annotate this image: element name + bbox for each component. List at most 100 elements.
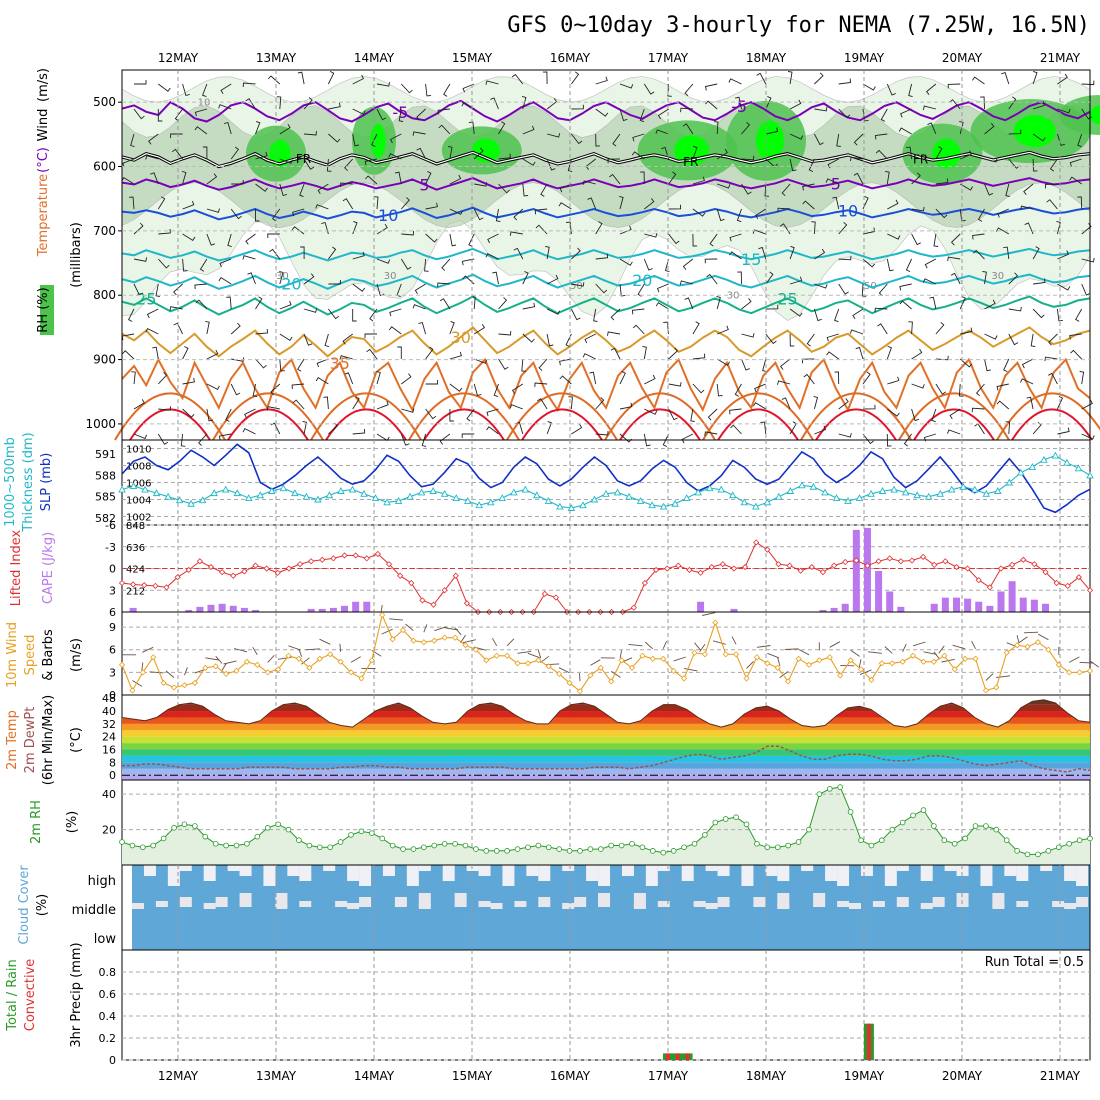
upper-barb-21-13 xyxy=(644,408,658,415)
upper-barb-5-10 xyxy=(255,328,268,335)
upper-barb-1-10 xyxy=(145,327,159,335)
temp-contour-40-arc-1 xyxy=(227,408,309,441)
lifted-point-79 xyxy=(997,565,1005,572)
upper-barb-39-8 xyxy=(1081,283,1091,296)
upper-barb-15-10 xyxy=(498,330,512,336)
upper-barb-27-8 xyxy=(789,276,803,285)
temp-contour-label-25-0: 25 xyxy=(136,289,156,308)
upper-barb-28-4 xyxy=(802,183,815,191)
upper-barb-4-5 xyxy=(230,208,242,220)
wind-point-76 xyxy=(909,652,917,659)
upper-barb-22-11 xyxy=(668,347,679,360)
wind-barb-47 xyxy=(610,671,621,678)
lifted-point-84 xyxy=(1053,579,1060,587)
upper-barb-5-9 xyxy=(255,296,263,310)
thickness-point-5 xyxy=(175,496,184,504)
lifted-point-70 xyxy=(897,558,904,565)
cape-bar-19 xyxy=(329,607,337,612)
upper-barb-5-0 xyxy=(242,82,256,88)
bottom-day-label-1: 13MAY xyxy=(256,1069,297,1083)
upper-barb-2-3 xyxy=(171,148,183,160)
wind-point-63 xyxy=(774,664,781,671)
upper-barb-34-11 xyxy=(959,358,973,368)
rh-point-29 xyxy=(421,844,427,851)
upper-barb-38-10 xyxy=(1048,333,1058,346)
upper-barb-21-3 xyxy=(631,151,645,160)
wind-barb-75 xyxy=(902,643,907,652)
wind-point-52 xyxy=(660,655,667,662)
temp-contour-label--5-1: -5 xyxy=(731,97,747,116)
upper-barb-20-8 xyxy=(619,283,626,297)
wind-ytick-0: 0 xyxy=(109,689,116,702)
upper-barb-29-9 xyxy=(834,308,840,323)
upper-barb-34-12 xyxy=(958,383,964,397)
upper-barb-39-9 xyxy=(1075,308,1083,322)
upper-barb-39-3 xyxy=(1069,158,1082,167)
rh-point-48 xyxy=(618,842,625,849)
lifted-point-64 xyxy=(831,562,838,569)
wind-point-54 xyxy=(680,675,688,682)
thickness-point-46 xyxy=(648,501,656,509)
lifted-point-2 xyxy=(141,582,148,589)
wind-ytick-9: 9 xyxy=(109,621,116,634)
lifted-point-22 xyxy=(363,555,370,562)
temp-contour-35-arc-6 xyxy=(702,392,814,441)
upper-barb-17-7 xyxy=(545,246,550,260)
wind-point-84 xyxy=(993,684,1000,691)
upper-barb-16-14 xyxy=(515,421,524,435)
upper-barb-11-9 xyxy=(389,308,402,317)
upper-barb-29-1 xyxy=(838,108,851,119)
cape-bar-77 xyxy=(975,601,983,612)
upper-barb-5-11 xyxy=(255,358,267,369)
cloud-high-cell-51 xyxy=(741,865,754,886)
upper-barb-27-12 xyxy=(777,380,791,385)
thickness-point-12 xyxy=(256,491,265,499)
upper-barb-3-11 xyxy=(206,349,219,360)
upper-barb-32-14 xyxy=(903,433,912,447)
upper-barb-35-11 xyxy=(984,358,991,372)
wind-point-93 xyxy=(1086,667,1094,674)
upper-barb-33-5 xyxy=(935,208,948,219)
cape-ytick-636: 636 xyxy=(126,543,145,554)
thickness-point-23 xyxy=(383,498,391,506)
upper-barb-36-7 xyxy=(1003,246,1010,260)
upper-barb-18-5 xyxy=(558,202,572,210)
lifted-point-20 xyxy=(341,552,348,559)
wind-barb-87 xyxy=(1018,636,1028,644)
wind-point-23 xyxy=(358,675,365,682)
wind-barb-93 xyxy=(1089,660,1100,668)
upper-barb-4-8 xyxy=(218,276,232,285)
cloud-high-cell-36 xyxy=(562,865,575,871)
upper-barb-6-3 xyxy=(279,158,293,164)
wind-barb-57 xyxy=(702,612,716,616)
rh-point-69 xyxy=(837,784,843,790)
thickness-point-55 xyxy=(752,502,760,510)
upper-barb-26-6 xyxy=(752,229,766,235)
lifted-point-38 xyxy=(541,590,548,597)
lifted-point-67 xyxy=(864,562,871,569)
cloud-high-cell-14 xyxy=(299,865,312,881)
wind-point-42 xyxy=(556,670,563,677)
upper-barb-3-4 xyxy=(206,173,218,185)
wind-barb-5 xyxy=(165,670,175,678)
temp-band-8 xyxy=(122,723,1090,731)
top-day-label-6: 18MAY xyxy=(746,51,787,65)
upper-barb-19-13 xyxy=(595,397,605,410)
rh-point-47 xyxy=(608,842,615,849)
wind-barb-2 xyxy=(141,662,144,671)
upper-barb-16-2 xyxy=(522,125,535,135)
upper-barb-38-7 xyxy=(1057,250,1069,260)
bottom-day-label-4: 16MAY xyxy=(550,1069,591,1083)
upper-barb-19-4 xyxy=(582,180,596,185)
upper-barb-23-3 xyxy=(692,145,698,160)
wind-point-80 xyxy=(951,666,958,673)
upper-ytick-label-500: 500 xyxy=(93,95,116,109)
upper-barb-24-1 xyxy=(705,100,718,110)
upper-barb-31-3 xyxy=(875,149,888,160)
upper-barb-4-7 xyxy=(219,258,232,268)
upper-barb-16-11 xyxy=(521,358,526,372)
temp-contour-40-arc-3 xyxy=(423,408,505,441)
upper-ytick-label-600: 600 xyxy=(93,160,116,174)
thickness-point-35 xyxy=(521,485,530,493)
upper-barb-19-0 xyxy=(595,76,608,85)
